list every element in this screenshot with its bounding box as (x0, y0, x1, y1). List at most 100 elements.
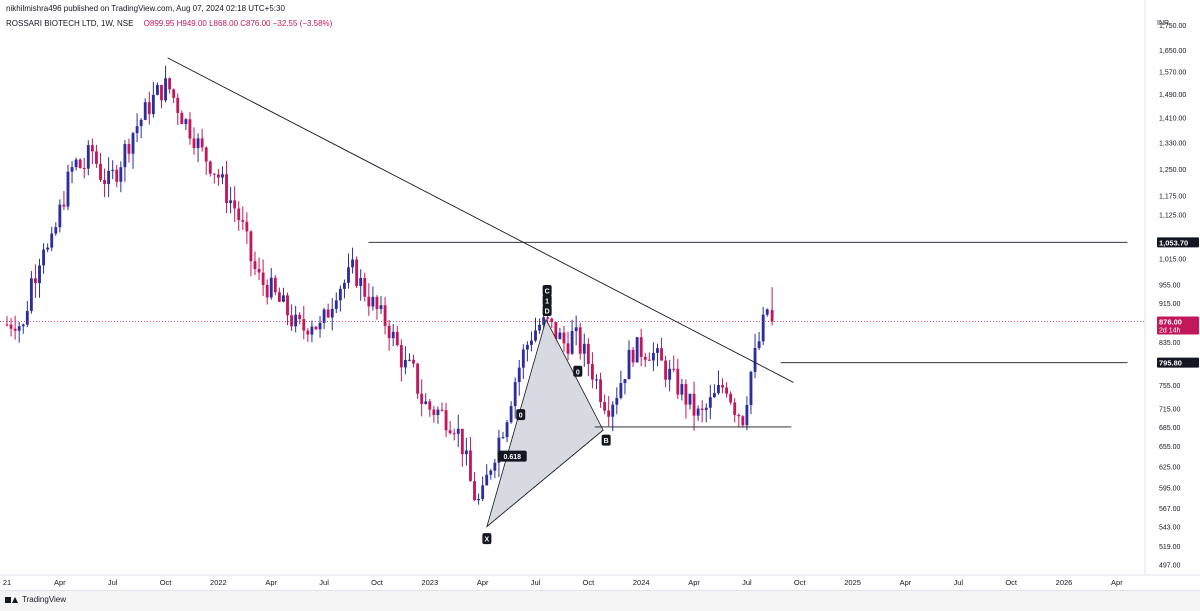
candle-body (5, 324, 9, 326)
candle-body (119, 167, 123, 182)
candle-body (452, 433, 456, 435)
candle-body (513, 382, 517, 407)
candle-body (294, 314, 298, 327)
candle-body (155, 84, 159, 95)
ratio-label: 0.618 (503, 454, 521, 461)
x-tick-label: 2026 (1056, 578, 1073, 587)
candle-body (314, 326, 318, 330)
candle-body (623, 379, 627, 384)
candle-body (326, 309, 330, 318)
y-tick-label: 1,125.00 (1159, 212, 1186, 219)
candle-body (420, 393, 424, 404)
candle-body (82, 168, 86, 170)
candle-body (534, 330, 537, 341)
candle-body (737, 414, 741, 417)
candle-body (656, 348, 659, 353)
candle-body (180, 112, 184, 125)
harmonic-xb-line (486, 429, 604, 527)
ohlc-close: C876.00 (240, 19, 271, 28)
x-tick-label: Oct (794, 578, 807, 587)
candle-body (21, 324, 25, 327)
ohlc-change: −32.55 (−3.58%) (272, 19, 333, 28)
candle-body (212, 173, 216, 175)
y-tick-label: 543.00 (1159, 525, 1181, 532)
candle-body (367, 296, 371, 307)
candle-body (456, 428, 460, 434)
y-tick-label: 1,410.00 (1159, 115, 1186, 122)
candle-body (725, 387, 729, 394)
x-tick-label: 2022 (210, 578, 227, 587)
x-tick-label: 2025 (844, 578, 861, 587)
y-tick-label: 625.00 (1159, 464, 1181, 471)
candle-body (229, 200, 233, 203)
x-tick-label: Apr (1111, 578, 1123, 587)
tradingview-logo[interactable]: TradingView (5, 595, 66, 604)
candle-body (160, 84, 163, 101)
candle-body (493, 462, 497, 471)
candle-body (115, 169, 119, 182)
candle-body (172, 89, 176, 98)
candle-body (603, 402, 607, 411)
candle-body (546, 317, 550, 319)
candle-body (200, 138, 204, 148)
y-tick-label: 835.00 (1159, 340, 1181, 347)
candle-body (74, 159, 78, 168)
point-b-label-bg (601, 434, 611, 446)
candle-body (338, 288, 342, 301)
candle-body (135, 126, 139, 134)
candle-body (225, 174, 228, 203)
candle-body (46, 247, 50, 250)
candle-body (363, 277, 367, 297)
candle-body (351, 259, 354, 268)
x-tick-label: Apr (900, 578, 912, 587)
candle-body (753, 347, 757, 372)
candle-body (391, 331, 395, 339)
candle-body (184, 119, 188, 125)
candle-body (554, 322, 558, 340)
candle-body (729, 393, 733, 403)
candle-body (343, 282, 346, 289)
candle-body (570, 331, 574, 354)
candle-body (733, 402, 737, 415)
candle-body (302, 319, 306, 331)
candle-body (708, 397, 712, 408)
candle-body (38, 265, 41, 284)
candles (5, 65, 769, 505)
price-chart[interactable]: 21 Apr Jul Oct 2022 Apr Jul Oct 2023 Apr Jul Oct 202… (0, 0, 1200, 590)
candle-body (538, 324, 541, 331)
candle-body (249, 231, 253, 262)
tradingview-brand: TradingView (22, 595, 67, 604)
candle-body (139, 119, 143, 127)
candle-body (50, 233, 54, 248)
candle-body (448, 430, 452, 434)
x-tick-label: Apr (54, 578, 66, 587)
y-tick-label: 1,015.00 (1159, 256, 1186, 263)
price-label: 1,053.70 (1159, 238, 1188, 247)
candle-body (269, 277, 273, 298)
candle-body (501, 437, 505, 439)
candle-body (95, 151, 98, 164)
candle-body (619, 383, 623, 398)
candle-body (460, 428, 464, 455)
y-tick-label: 595.00 (1159, 485, 1181, 492)
candle-body (208, 161, 212, 174)
candle-body (334, 300, 338, 309)
symbol-legend: ROSSARI BIOTECH LTD, 1W, NSE O899.95 H94… (6, 19, 332, 28)
candle-body (444, 410, 448, 431)
candle-body (34, 278, 37, 284)
candle-body (464, 450, 468, 455)
candle-body (123, 144, 127, 168)
publisher-info: nikhilmishra496 published on TradingView… (6, 4, 285, 13)
y-tick-label: 955.00 (1159, 282, 1181, 289)
candle-body (704, 407, 708, 410)
candle-body (717, 384, 720, 394)
candle-body (355, 259, 359, 286)
candle-body (611, 404, 615, 417)
x-tick-label: Jul (531, 578, 541, 587)
point-ratio-label-bg (542, 295, 552, 307)
y-tick-label: 655.00 (1159, 444, 1181, 451)
y-tick-label: 567.00 (1159, 506, 1181, 513)
candle-body (17, 326, 21, 331)
candle-body (765, 309, 769, 315)
candle-body (481, 485, 485, 500)
